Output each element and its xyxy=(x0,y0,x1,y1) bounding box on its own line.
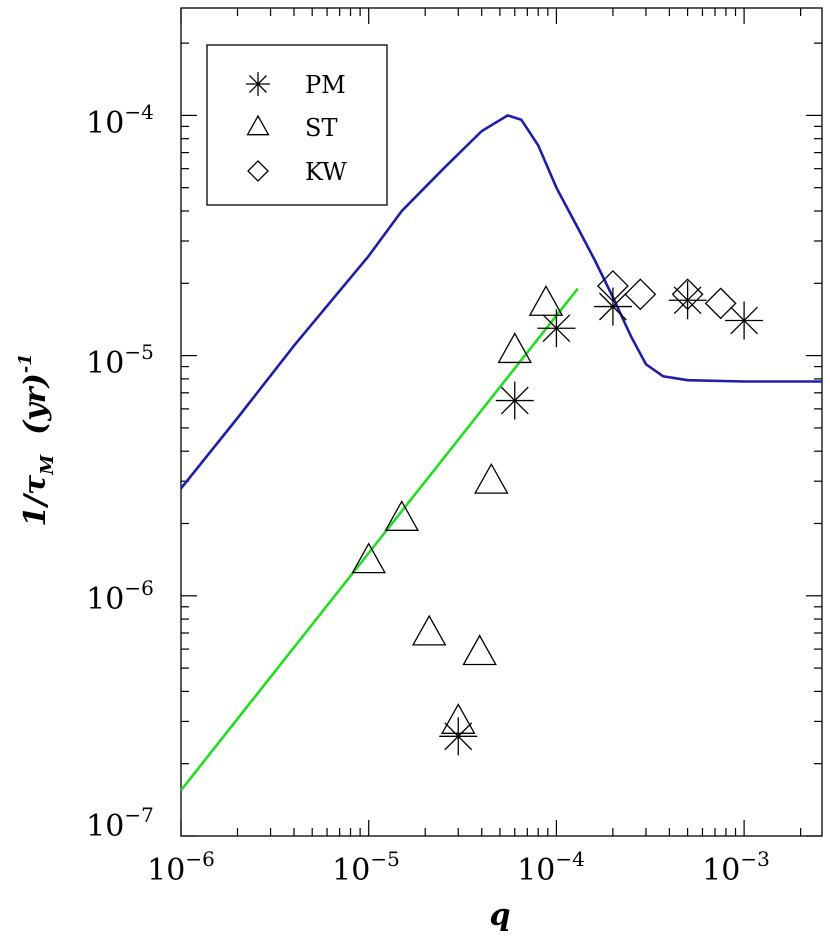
pm-marker xyxy=(668,281,707,320)
asterisk-stroke xyxy=(500,386,529,415)
pm-marker xyxy=(495,381,534,420)
plot-frame xyxy=(180,7,823,837)
y-tick-labels: 10−7 10−6 10−5 10−4 xyxy=(86,100,154,844)
st-marker xyxy=(474,462,509,494)
st-marker xyxy=(528,285,564,316)
x-tick-label-1e-3: 10−3 xyxy=(702,847,770,888)
kw-marker xyxy=(671,278,704,311)
legend: PM ST KW xyxy=(206,44,388,206)
y-tick-label-1e-7: 10−7 xyxy=(86,803,154,844)
minor-ticks xyxy=(181,8,822,836)
asterisk-stroke xyxy=(444,722,473,751)
y-tick-label-1e-5: 10−5 xyxy=(86,340,154,381)
asterisk-stroke xyxy=(249,75,267,93)
st-marker xyxy=(351,542,386,574)
y-axis-title: 1/τM(yr)-1 xyxy=(15,353,58,527)
curves xyxy=(179,113,822,792)
kw-marker xyxy=(704,287,737,320)
model-blue-curve xyxy=(179,113,822,490)
asterisk-stroke xyxy=(673,286,702,315)
asterisk-stroke xyxy=(730,306,759,335)
x-tick-labels: 10−6 10−5 10−4 10−3 xyxy=(147,847,770,888)
st-marker xyxy=(462,634,497,666)
x-axis-title: q xyxy=(490,898,511,933)
x-tick-label-1e-5: 10−5 xyxy=(332,847,400,888)
legend-box xyxy=(206,44,388,206)
legend-marker-st xyxy=(246,114,270,136)
legend-label-kw: KW xyxy=(305,158,347,186)
asterisk-stroke xyxy=(542,314,571,343)
y-tick-label-1e-4: 10−4 xyxy=(86,100,154,141)
y-tick-label-1e-6: 10−6 xyxy=(86,576,154,617)
legend-label-st: ST xyxy=(305,114,337,142)
st-marker xyxy=(411,614,447,646)
major-ticks xyxy=(180,8,822,837)
legend-marker-pm xyxy=(246,72,270,96)
legend-markers xyxy=(246,72,270,182)
pm-marker xyxy=(593,287,632,326)
x-tick-label-1e-6: 10−6 xyxy=(147,847,215,888)
legend-label-pm: PM xyxy=(305,71,346,99)
pm-marker xyxy=(725,301,764,340)
legend-marker-kw xyxy=(247,160,269,182)
st-marker xyxy=(441,703,476,734)
fit-green-curve xyxy=(179,287,579,792)
kw-marker xyxy=(596,270,629,302)
asterisk-stroke xyxy=(599,292,627,321)
x-tick-label-1e-4: 10−4 xyxy=(517,847,585,888)
kw-marker xyxy=(624,278,657,311)
pm-marker xyxy=(439,717,478,756)
plot-area-border xyxy=(180,7,823,837)
markers xyxy=(351,270,764,756)
st-marker xyxy=(497,332,533,364)
st-marker xyxy=(384,500,420,531)
